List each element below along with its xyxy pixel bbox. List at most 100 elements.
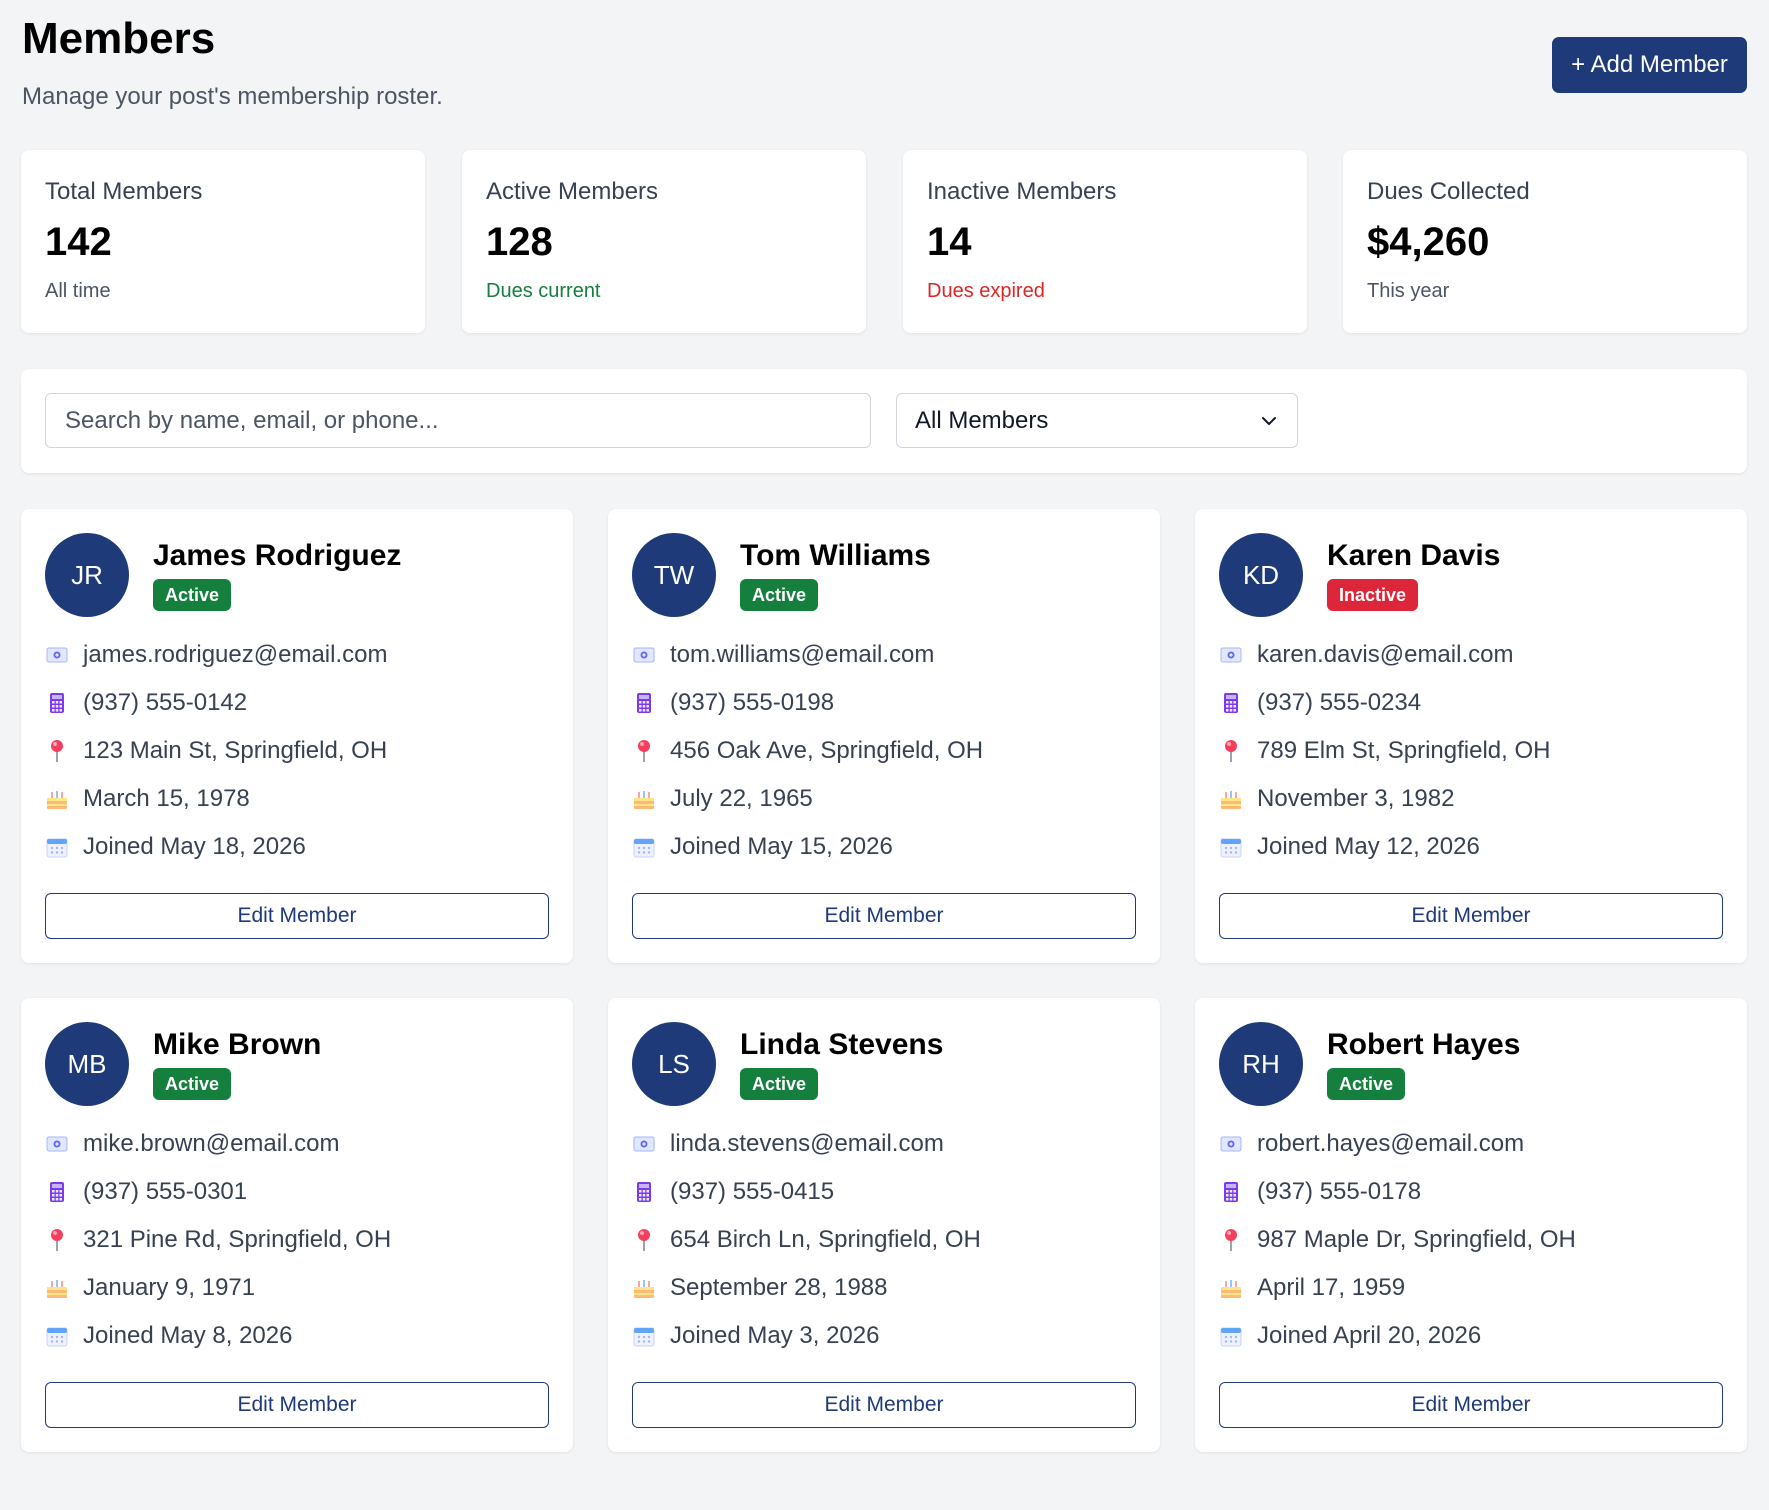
- member-joined: Joined April 20, 2026: [1219, 1322, 1481, 1350]
- phone-icon: [45, 691, 69, 715]
- stat-subtext: Dues expired: [927, 280, 1045, 302]
- page-header: Members Manage your post's membership ro…: [21, 0, 1747, 140]
- avatar-initials: LS: [658, 1048, 690, 1079]
- search-input[interactable]: [45, 393, 871, 448]
- phone-text: (937) 555-0234: [1257, 689, 1422, 716]
- stat-card-dues: Dues Collected $4,260 This year: [1343, 150, 1747, 333]
- status-badge: Inactive: [1327, 579, 1419, 611]
- map-pin-icon: [1219, 739, 1243, 763]
- stat-card-active: Active Members 128 Dues current: [462, 150, 866, 333]
- member-name: James Rodriguez: [153, 539, 402, 572]
- calendar-icon: [45, 1324, 69, 1348]
- avatar: TW: [632, 533, 716, 617]
- birthday-text: January 9, 1971: [83, 1274, 256, 1301]
- avatar: MB: [45, 1022, 129, 1106]
- joined-text: Joined April 20, 2026: [1257, 1322, 1482, 1349]
- status-badge: Active: [1327, 1068, 1406, 1100]
- member-name: Tom Williams: [740, 539, 931, 572]
- avatar-initials: KD: [1242, 559, 1280, 590]
- edit-member-button[interactable]: Edit Member: [1219, 893, 1723, 939]
- address-text: 987 Maple Dr, Springfield, OH: [1257, 1226, 1576, 1253]
- address-text: 321 Pine Rd, Springfield, OH: [83, 1226, 392, 1253]
- member-card: TW Tom Williams Active tom.williams@emai…: [608, 509, 1160, 963]
- stat-label: Inactive Members: [927, 178, 1117, 205]
- email-text: tom.williams@email.com: [670, 641, 935, 668]
- calendar-icon: [632, 835, 656, 859]
- envelope-icon: [1219, 1132, 1243, 1156]
- member-email: linda.stevens@email.com: [632, 1130, 944, 1158]
- stat-value: 14: [927, 220, 972, 264]
- member-email: karen.davis@email.com: [1219, 641, 1513, 669]
- phone-text: (937) 555-0301: [83, 1178, 248, 1205]
- envelope-icon: [1219, 643, 1243, 667]
- stat-subtext: This year: [1367, 280, 1450, 302]
- member-joined: Joined May 8, 2026: [45, 1322, 292, 1350]
- stat-subtext: Dues current: [486, 280, 601, 302]
- add-member-button[interactable]: + Add Member: [1552, 37, 1747, 93]
- member-card: JR James Rodriguez Active james.rodrigue…: [21, 509, 573, 963]
- edit-member-button[interactable]: Edit Member: [45, 893, 549, 939]
- cake-icon: [632, 787, 656, 811]
- calendar-icon: [1219, 835, 1243, 859]
- avatar-initials: JR: [71, 559, 103, 590]
- member-address: 321 Pine Rd, Springfield, OH: [45, 1226, 391, 1254]
- birthday-text: April 17, 1959: [1257, 1274, 1406, 1301]
- member-phone: (937) 555-0234: [1219, 689, 1421, 717]
- status-badge: Active: [740, 1068, 819, 1100]
- member-birthday: September 28, 1988: [632, 1274, 888, 1302]
- avatar-initials: TW: [653, 559, 695, 590]
- member-address: 456 Oak Ave, Springfield, OH: [632, 737, 983, 765]
- cake-icon: [45, 787, 69, 811]
- member-card: MB Mike Brown Active mike.brown@email.co…: [21, 998, 573, 1452]
- cake-icon: [1219, 787, 1243, 811]
- edit-member-button[interactable]: Edit Member: [632, 1382, 1136, 1428]
- member-joined: Joined May 15, 2026: [632, 833, 893, 861]
- avatar-initials: RH: [1242, 1048, 1280, 1079]
- map-pin-icon: [632, 739, 656, 763]
- edit-member-button[interactable]: Edit Member: [45, 1382, 549, 1428]
- member-address: 987 Maple Dr, Springfield, OH: [1219, 1226, 1576, 1254]
- birthday-text: March 15, 1978: [83, 785, 250, 812]
- stat-value: 128: [486, 220, 553, 264]
- envelope-icon: [45, 1132, 69, 1156]
- member-birthday: April 17, 1959: [1219, 1274, 1405, 1302]
- cake-icon: [632, 1276, 656, 1300]
- member-email: james.rodriguez@email.com: [45, 641, 387, 669]
- cake-icon: [45, 1276, 69, 1300]
- email-text: karen.davis@email.com: [1257, 641, 1514, 668]
- map-pin-icon: [632, 1228, 656, 1252]
- member-email: robert.hayes@email.com: [1219, 1130, 1524, 1158]
- edit-member-button[interactable]: Edit Member: [1219, 1382, 1723, 1428]
- email-text: mike.brown@email.com: [83, 1130, 340, 1157]
- member-phone: (937) 555-0198: [632, 689, 834, 717]
- email-text: james.rodriguez@email.com: [83, 641, 388, 668]
- member-birthday: November 3, 1982: [1219, 785, 1454, 813]
- birthday-text: November 3, 1982: [1257, 785, 1455, 812]
- map-pin-icon: [45, 1228, 69, 1252]
- chevron-down-icon: [1262, 416, 1276, 425]
- avatar: JR: [45, 533, 129, 617]
- member-address: 123 Main St, Springfield, OH: [45, 737, 387, 765]
- member-address: 789 Elm St, Springfield, OH: [1219, 737, 1550, 765]
- phone-text: (937) 555-0142: [83, 689, 248, 716]
- calendar-icon: [1219, 1324, 1243, 1348]
- status-badge: Active: [740, 579, 819, 611]
- joined-text: Joined May 12, 2026: [1257, 833, 1480, 860]
- edit-member-button[interactable]: Edit Member: [632, 893, 1136, 939]
- address-text: 456 Oak Ave, Springfield, OH: [670, 737, 984, 764]
- member-joined: Joined May 18, 2026: [45, 833, 306, 861]
- member-card: LS Linda Stevens Active linda.stevens@em…: [608, 998, 1160, 1452]
- member-phone: (937) 555-0415: [632, 1178, 834, 1206]
- phone-icon: [45, 1180, 69, 1204]
- cake-icon: [1219, 1276, 1243, 1300]
- avatar-initials: MB: [67, 1048, 107, 1079]
- member-email: mike.brown@email.com: [45, 1130, 339, 1158]
- filter-bar: All Members: [21, 369, 1747, 473]
- status-filter-select[interactable]: All Members: [896, 393, 1298, 448]
- stat-label: Active Members: [486, 178, 659, 205]
- phone-text: (937) 555-0178: [1257, 1178, 1422, 1205]
- stat-label: Total Members: [45, 178, 203, 205]
- member-email: tom.williams@email.com: [632, 641, 934, 669]
- members-page: Members Manage your post's membership ro…: [21, 0, 1747, 1452]
- member-phone: (937) 555-0178: [1219, 1178, 1421, 1206]
